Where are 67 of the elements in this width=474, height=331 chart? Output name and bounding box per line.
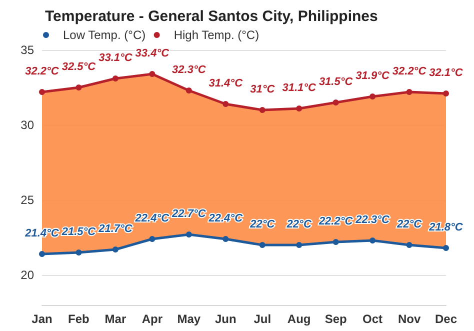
data-label: 33.1°C xyxy=(98,52,134,64)
x-tick-label: Jan xyxy=(32,312,52,326)
data-label: 31°C xyxy=(250,84,276,96)
data-label: 31.5°C xyxy=(318,76,354,88)
data-label: 33.4°C xyxy=(135,48,170,60)
data-label: 22.4°C xyxy=(134,212,170,224)
point xyxy=(186,232,192,238)
data-label: 22°C xyxy=(396,218,423,230)
data-label: 31.1°C xyxy=(282,82,318,94)
point xyxy=(39,89,45,95)
point xyxy=(149,71,156,77)
x-tick-label: Mar xyxy=(104,312,126,326)
point xyxy=(222,236,229,242)
point xyxy=(259,242,266,248)
point xyxy=(406,242,412,248)
x-tick-label: Nov xyxy=(398,312,421,326)
point xyxy=(443,245,449,251)
point xyxy=(406,89,412,95)
y-tick-label: 35 xyxy=(20,43,34,57)
point xyxy=(259,107,266,113)
data-label: 31.4°C xyxy=(208,78,244,90)
data-label: 22°C xyxy=(249,218,276,230)
data-label: 32.1°C xyxy=(429,67,464,79)
data-label: 21.8°C xyxy=(428,222,464,234)
point xyxy=(76,250,82,256)
legend-label: High Temp. (°C) xyxy=(174,28,260,42)
x-tick-label: Jul xyxy=(254,312,272,326)
data-label: 31.9°C xyxy=(356,70,390,82)
data-label: 22.2°C xyxy=(318,216,354,228)
point xyxy=(296,106,302,112)
point xyxy=(222,101,229,107)
point xyxy=(296,242,302,248)
y-tick-label: 25 xyxy=(20,193,34,207)
data-label: 32.3°C xyxy=(172,64,207,76)
x-tick-label: Jun xyxy=(214,312,236,326)
data-label: 22.4°C xyxy=(208,212,244,224)
point xyxy=(112,76,118,82)
point xyxy=(149,236,156,242)
x-tick-label: May xyxy=(177,312,201,326)
data-label: 21.4°C xyxy=(24,228,60,240)
data-label: 21.5°C xyxy=(60,226,97,238)
chart-title: Temperature - General Santos City, Philippines xyxy=(45,8,378,25)
y-tick-label: 30 xyxy=(20,118,34,132)
point xyxy=(39,251,45,257)
legend-label: Low Temp. (°C) xyxy=(63,28,146,42)
data-label: 32.2°C xyxy=(392,66,428,78)
point xyxy=(370,238,376,244)
data-label: 22°C xyxy=(286,218,312,230)
x-tick-label: Dec xyxy=(434,312,458,326)
data-label: 22.3°C xyxy=(354,214,390,226)
x-tick-label: Aug xyxy=(287,312,311,326)
data-label: 22.7°C xyxy=(171,208,207,220)
point xyxy=(186,88,192,94)
point xyxy=(332,100,339,106)
x-tick-label: Sep xyxy=(324,312,347,326)
data-label: 32.5°C xyxy=(62,61,97,73)
x-tick-label: Apr xyxy=(142,312,163,326)
y-tick-label: 20 xyxy=(20,268,34,282)
data-label: 32.2°C xyxy=(25,66,60,78)
data-label: 21.7°C xyxy=(98,223,134,235)
x-tick-label: Oct xyxy=(362,312,383,326)
point xyxy=(370,94,376,100)
point xyxy=(332,239,339,245)
point xyxy=(112,246,118,252)
x-tick-label: Feb xyxy=(68,312,90,326)
point xyxy=(443,90,449,96)
point xyxy=(76,84,82,90)
